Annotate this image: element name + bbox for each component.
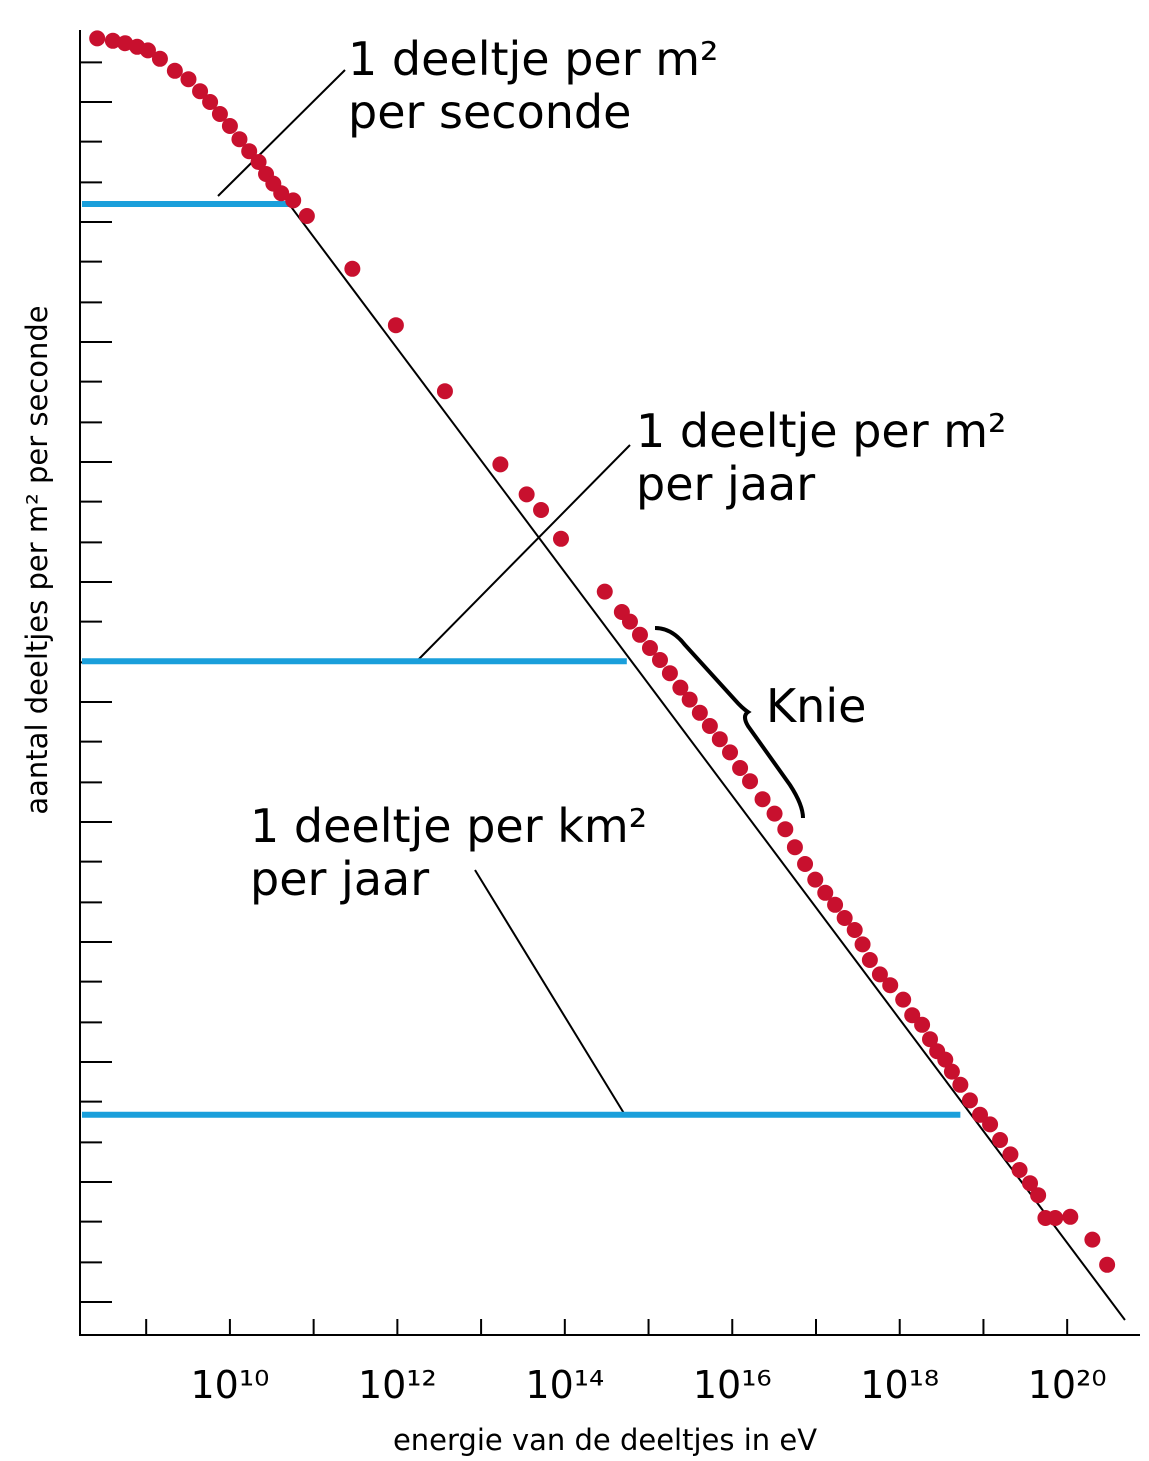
data-point	[827, 896, 844, 913]
annotation: 1 deeltje per m²	[636, 404, 1007, 458]
data-point	[904, 1007, 921, 1024]
data-point	[861, 952, 878, 968]
data-point	[104, 32, 121, 49]
knee-brace	[654, 626, 805, 819]
x-tick-label: 10¹⁰	[190, 1363, 269, 1407]
data-point	[211, 106, 228, 122]
data-point	[651, 652, 668, 668]
data-point	[1022, 1175, 1039, 1192]
annotation: 1 deeltje per km²	[250, 799, 647, 853]
data-point	[1011, 1162, 1028, 1178]
data-point	[180, 71, 197, 88]
data-point	[436, 383, 453, 400]
data-point	[231, 131, 248, 148]
data-point	[596, 583, 613, 600]
y-axis-title: aantal deeltjes per m² per seconde	[20, 305, 54, 814]
data-point	[387, 317, 404, 334]
data-point	[641, 640, 658, 656]
data-point	[139, 42, 156, 59]
data-point	[552, 530, 569, 547]
annotation: 1 deeltje per m²	[348, 32, 719, 86]
x-tick-label: 10²⁰	[1028, 1363, 1107, 1407]
data-point	[943, 1063, 960, 1080]
data-point	[1002, 1146, 1019, 1163]
data-point	[722, 744, 739, 761]
data-point	[732, 760, 749, 776]
data-point	[1047, 1210, 1064, 1226]
x-tick-label: 10¹⁸	[860, 1363, 939, 1407]
data-point	[631, 626, 648, 643]
data-point	[250, 154, 267, 170]
data-point	[777, 821, 794, 838]
data-point	[1099, 1256, 1116, 1273]
data-point	[972, 1106, 989, 1123]
data-point	[766, 805, 783, 822]
data-point	[621, 613, 638, 630]
data-point	[961, 1092, 978, 1109]
x-tick-label: 10¹⁴	[525, 1363, 604, 1407]
data-point	[691, 704, 708, 721]
data-point	[151, 50, 168, 67]
data-point	[871, 966, 888, 983]
leader-line	[417, 444, 631, 661]
fit-line	[289, 204, 1126, 1321]
data-point	[285, 192, 302, 209]
data-point	[1030, 1187, 1047, 1204]
data-point	[922, 1031, 939, 1048]
annotation: Knie	[766, 679, 866, 733]
x-tick-label: 10¹²	[358, 1363, 437, 1407]
data-point	[846, 922, 863, 938]
data-point	[344, 260, 361, 277]
data-point	[533, 502, 550, 518]
data-point	[836, 910, 853, 926]
data-point	[117, 35, 134, 52]
data-point	[786, 839, 803, 856]
data-point	[221, 118, 238, 134]
annotation: per jaar	[250, 852, 429, 906]
data-point	[937, 1051, 954, 1068]
data-point	[817, 884, 834, 901]
data-point	[1084, 1231, 1101, 1248]
data-point	[1062, 1208, 1079, 1225]
data-point	[711, 731, 728, 748]
x-tick-label: 10¹⁶	[693, 1363, 772, 1407]
data-point	[166, 62, 183, 79]
data-point	[681, 691, 698, 708]
data-point	[192, 83, 209, 100]
leader-line	[474, 869, 626, 1116]
data-point	[982, 1116, 999, 1133]
data-point	[298, 208, 315, 224]
data-point	[202, 94, 219, 110]
data-point	[914, 1016, 931, 1033]
data-point	[273, 185, 290, 202]
data-point	[661, 665, 678, 682]
data-point	[241, 143, 258, 160]
data-point	[701, 718, 718, 734]
annotation: per seconde	[348, 85, 631, 139]
annotation: per jaar	[636, 457, 815, 511]
data-point	[89, 30, 106, 47]
data-point	[882, 977, 899, 994]
data-point	[807, 871, 824, 888]
data-point	[754, 791, 771, 808]
x-axis-title: energie van de deeltjes in eV	[393, 1423, 817, 1457]
data-point	[672, 679, 689, 696]
data-point	[492, 456, 509, 473]
data-point	[742, 773, 759, 790]
data-point	[797, 856, 814, 872]
leader-line	[217, 69, 346, 197]
data-point	[854, 936, 871, 953]
data-point	[895, 991, 912, 1008]
data-point	[952, 1076, 969, 1093]
data-point	[992, 1132, 1009, 1148]
data-point	[518, 486, 535, 503]
